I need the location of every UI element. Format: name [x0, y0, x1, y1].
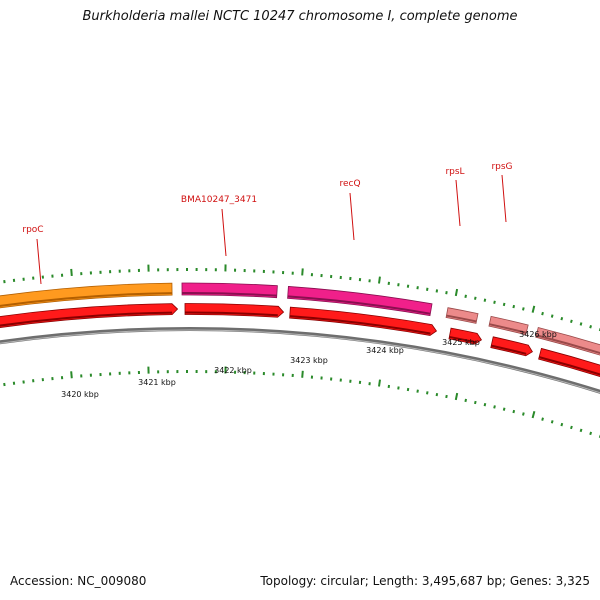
backbone-highlight	[0, 329, 600, 394]
outer-tick	[541, 311, 544, 316]
gene-leader-line	[36, 238, 42, 285]
cds-band-2-shade	[185, 311, 278, 317]
inner-tick	[502, 407, 506, 411]
gene-label: rpsL	[445, 167, 464, 177]
inner-tick	[531, 410, 536, 419]
tick-layer	[3, 264, 600, 438]
outer-tick	[454, 288, 459, 297]
outer-tick	[474, 296, 477, 300]
outer-tick	[435, 289, 439, 293]
scale-label: 3423 kbp	[290, 356, 328, 365]
outer-tick	[512, 304, 516, 309]
feature-layer	[0, 282, 600, 378]
scale-label: 3426 kbp	[519, 330, 557, 339]
map-title: Burkholderia mallei NCTC 10247 chromosom…	[82, 9, 518, 24]
cds-band-4	[448, 327, 482, 345]
inner-tick	[70, 371, 73, 379]
outer-tick	[493, 300, 496, 304]
genome-summary-text: Topology: circular; Length: 3,495,687 bp…	[260, 574, 590, 588]
cds-band-1-shade	[0, 311, 173, 327]
scale-label: 3420 kbp	[61, 390, 99, 399]
gene-leader-line	[221, 208, 227, 257]
scale-label: 3421 kbp	[138, 378, 176, 387]
gene-band-recQ-shade	[287, 295, 431, 315]
inner-tick	[378, 379, 381, 387]
inner-tick	[301, 370, 304, 378]
cds-band-5	[490, 336, 533, 357]
outer-tick	[464, 294, 467, 298]
cds-band-4-shade	[449, 335, 476, 344]
outer-tick	[502, 302, 506, 307]
inner-tick	[589, 431, 593, 436]
outer-tick	[589, 325, 593, 329]
inner-tick	[426, 391, 429, 395]
gene-label: BMA10247_3471	[181, 195, 257, 205]
inner-tick	[570, 425, 573, 430]
gene-label: rpoC	[22, 225, 43, 235]
inner-tick	[579, 428, 583, 433]
outer-tick	[531, 305, 536, 313]
cds-band-5-shade	[491, 344, 527, 355]
inner-tick	[522, 412, 525, 416]
inner-tick	[550, 420, 554, 424]
accession-text: Accession: NC_009080	[10, 574, 147, 588]
gene-band-rpoC-shade	[0, 292, 173, 307]
gene-band-next-shade	[536, 334, 600, 355]
gene-label: recQ	[339, 179, 360, 189]
gene-band-BMA10247_3471-shade	[182, 292, 277, 297]
inner-tick	[493, 405, 496, 409]
inner-tick	[560, 422, 564, 427]
inner-tick	[512, 409, 516, 414]
outer-tick	[570, 319, 573, 323]
outer-tick	[70, 268, 73, 276]
backbone-layer	[0, 327, 600, 394]
inner-tick	[435, 392, 439, 397]
gene-leader-line	[349, 192, 355, 241]
scale-label: 3425 kbp	[442, 338, 480, 347]
gene-leader-line	[501, 174, 507, 223]
outer-tick	[550, 314, 554, 318]
outer-tick	[522, 307, 525, 311]
gene-band-rpsG-shade	[489, 323, 527, 334]
inner-tick	[541, 417, 544, 421]
gene-label: rpsG	[491, 162, 512, 172]
backbone-line	[0, 327, 600, 394]
scale-label: 3424 kbp	[366, 346, 404, 355]
outer-tick	[445, 291, 448, 295]
outer-tick	[560, 316, 564, 321]
label-layer: 3420 kbp 3421 kbp 3422 kbp 3423 kbp 3424 kbp…	[22, 162, 556, 399]
outer-tick	[301, 268, 304, 276]
scale-label: 3422 kbp	[214, 366, 252, 375]
gene-leader-line	[455, 179, 461, 227]
inner-tick	[454, 392, 459, 401]
gene-band-rpoC	[0, 282, 173, 309]
cds-band-3-shade	[289, 315, 431, 335]
outer-tick	[579, 322, 583, 326]
inner-tick	[474, 400, 477, 405]
inner-tick	[445, 394, 448, 399]
gene-band-rpsL-shade	[446, 314, 477, 323]
inner-tick	[416, 389, 419, 393]
cds-band-6-shade	[538, 356, 600, 376]
inner-tick	[483, 402, 487, 407]
outer-tick	[378, 276, 381, 284]
outer-tick	[483, 298, 487, 302]
inner-tick	[464, 398, 468, 403]
